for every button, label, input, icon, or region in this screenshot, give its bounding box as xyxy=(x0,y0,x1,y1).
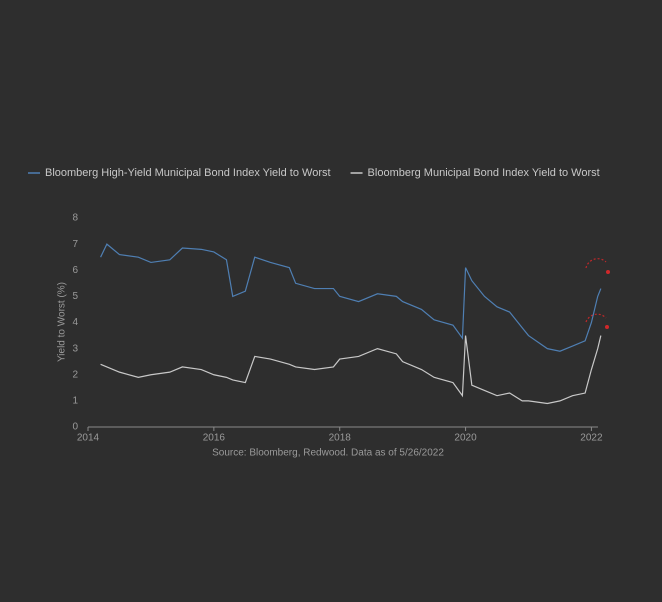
y-tick-label: 7 xyxy=(72,239,78,250)
y-tick-label: 2 xyxy=(72,369,78,380)
x-tick-label: 2022 xyxy=(580,433,603,444)
legend-label: Bloomberg High-Yield Municipal Bond Inde… xyxy=(45,167,331,179)
x-tick-label: 2016 xyxy=(203,433,226,444)
annotation-arc xyxy=(585,313,607,323)
y-tick-label: 6 xyxy=(72,265,78,276)
y-tick-label: 1 xyxy=(72,396,78,407)
x-tick-label: 2014 xyxy=(77,433,100,444)
annotation-dot xyxy=(605,325,609,329)
source-note: Source: Bloomberg, Redwood. Data as of 5… xyxy=(212,448,444,459)
series-line xyxy=(100,243,602,352)
y-tick-label: 5 xyxy=(72,291,78,302)
annotation-arc xyxy=(585,258,607,269)
y-axis-label: Yield to Worst (%) xyxy=(57,282,68,362)
x-tick-label: 2018 xyxy=(329,433,352,444)
y-tick-label: 8 xyxy=(72,213,78,224)
legend-label: Bloomberg Municipal Bond Index Yield to … xyxy=(368,167,600,179)
y-tick-label: 3 xyxy=(72,343,78,354)
y-tick-label: 4 xyxy=(72,317,78,328)
series-line xyxy=(100,335,602,405)
x-tick-label: 2020 xyxy=(454,433,477,444)
annotation-dot xyxy=(606,270,610,274)
y-tick-label: 0 xyxy=(72,422,78,433)
